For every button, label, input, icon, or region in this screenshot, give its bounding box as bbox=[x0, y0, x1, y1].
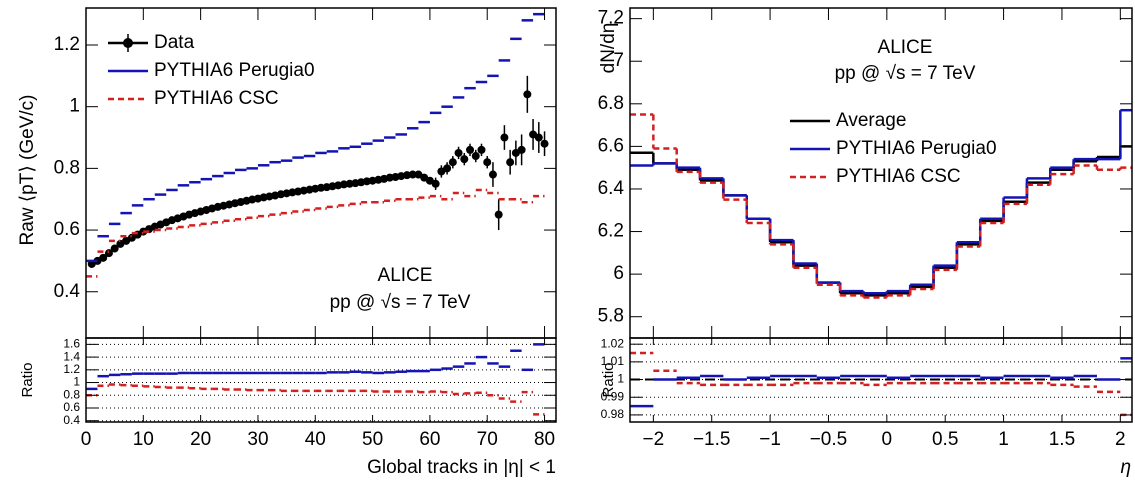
legend-label: PYTHIA6 Perugia0 bbox=[836, 138, 997, 159]
data-point bbox=[448, 158, 457, 167]
y-tick-label: 5.8 bbox=[598, 306, 624, 327]
x-axis-title: η bbox=[1120, 457, 1131, 478]
legend-label: PYTHIA6 CSC bbox=[836, 166, 961, 187]
data-point bbox=[506, 158, 515, 167]
frame bbox=[629, 337, 1133, 423]
x-tick-label: −1 bbox=[759, 429, 781, 450]
data-point bbox=[500, 133, 509, 142]
y-axis-title: Raw ⟨pT⟩ (GeV/c) bbox=[17, 94, 38, 245]
data-point bbox=[454, 148, 463, 157]
y-tick-label: 1 bbox=[73, 375, 80, 389]
x-tick-label: 40 bbox=[305, 429, 326, 450]
data-point bbox=[534, 133, 543, 142]
y-tick-label: 1.02 bbox=[601, 336, 625, 350]
annotation: pp @ √s = 7 TeV bbox=[330, 292, 471, 313]
y-axis-title: dN/dη bbox=[598, 23, 619, 74]
legend-label: PYTHIA6 Perugia0 bbox=[154, 60, 315, 81]
y-tick-label: 7.2 bbox=[598, 8, 624, 29]
data-point bbox=[408, 170, 417, 179]
data-point bbox=[443, 164, 452, 173]
plot-area bbox=[630, 343, 1132, 417]
legend-label: Data bbox=[154, 32, 195, 53]
y-tick-label: 1.6 bbox=[63, 337, 80, 351]
x-tick-label: 2 bbox=[1115, 429, 1126, 450]
y-tick-label: 1 bbox=[69, 96, 80, 117]
plot-area bbox=[86, 12, 549, 278]
x-tick-label: −2 bbox=[643, 429, 665, 450]
y-tick-label: 0.6 bbox=[54, 219, 80, 240]
y-tick-label: 7 bbox=[613, 50, 624, 71]
panel: 0.4 0.6 0.8 1 1.2 Raw ⟨pT⟩ (GeV/c) ALICE pp @ √… bbox=[17, 7, 557, 339]
y-tick-label: 0.6 bbox=[63, 400, 80, 414]
panel: 0.40.60.811.21.41.6 0 10 20 30 40 50 60 70 80 Rati… bbox=[19, 337, 557, 478]
y-tick-label: 6.2 bbox=[598, 221, 624, 242]
annotation: ALICE bbox=[878, 37, 933, 58]
x-tick-label: 0.5 bbox=[932, 429, 958, 450]
data-point bbox=[471, 152, 480, 161]
x-tick-label: 60 bbox=[419, 429, 440, 450]
x-axis-title: Global tracks in |η| < 1 bbox=[367, 457, 556, 478]
data-point bbox=[460, 155, 469, 164]
legend-label: PYTHIA6 CSC bbox=[154, 88, 279, 109]
y-tick-label: 1.01 bbox=[601, 354, 625, 368]
data-point bbox=[517, 145, 526, 154]
x-tick-label: 80 bbox=[534, 429, 555, 450]
y-tick-label: 0.98 bbox=[601, 407, 625, 421]
legend-label: Average bbox=[836, 110, 906, 131]
y-tick-label: 6.8 bbox=[598, 93, 624, 114]
x-tick-label: −0.5 bbox=[810, 429, 848, 450]
x-tick-label: 30 bbox=[247, 429, 268, 450]
x-tick-label: 10 bbox=[133, 429, 154, 450]
y-tick-label: 6 bbox=[613, 263, 624, 284]
frame bbox=[85, 337, 557, 423]
data-point bbox=[477, 145, 486, 154]
frame bbox=[85, 7, 557, 339]
data-point bbox=[523, 90, 532, 99]
data-point bbox=[99, 253, 108, 262]
plot-area bbox=[630, 108, 1132, 299]
annotation: pp @ √s = 7 TeV bbox=[835, 63, 976, 84]
y-tick-label: 0.8 bbox=[63, 387, 80, 401]
x-tick-label: 20 bbox=[190, 429, 211, 450]
y-axis-title: Ratio bbox=[600, 362, 617, 397]
data-point bbox=[466, 145, 475, 154]
x-tick-label: 1 bbox=[998, 429, 1009, 450]
panel: 5.8 6 6.2 6.4 6.6 6.8 7 7.2dN/dη ALICE pp @ √s = … bbox=[598, 7, 1133, 339]
annotation: ALICE bbox=[378, 265, 433, 286]
y-tick-label: 1 bbox=[617, 372, 624, 386]
x-tick-label: −1.5 bbox=[693, 429, 731, 450]
data-point bbox=[488, 170, 497, 179]
x-tick-label: 0 bbox=[882, 429, 893, 450]
panel: 0.98 0.99 1 1.01 1.02 −2 −1.5 −1 −0.5 0 0.5 1 1.5 2 Ra… bbox=[600, 336, 1133, 478]
y-tick-label: 0.99 bbox=[601, 389, 625, 403]
y-tick-label: 0.8 bbox=[54, 157, 80, 178]
y-tick-label: 0.4 bbox=[63, 413, 80, 427]
y-tick-label: 1.2 bbox=[63, 362, 80, 376]
data-point bbox=[104, 249, 113, 258]
y-tick-label: 0.4 bbox=[54, 281, 81, 302]
x-tick-label: 1.5 bbox=[1049, 429, 1075, 450]
data-point bbox=[483, 158, 492, 167]
data-point bbox=[110, 244, 119, 253]
y-tick-label: 6.6 bbox=[598, 135, 624, 156]
x-tick-label: 0 bbox=[81, 429, 92, 450]
y-tick-label: 6.4 bbox=[598, 178, 625, 199]
y-axis-title: Ratio bbox=[19, 362, 36, 397]
x-tick-label: 70 bbox=[477, 429, 498, 450]
data-point bbox=[494, 210, 503, 219]
data-point bbox=[431, 179, 440, 188]
x-tick-label: 50 bbox=[362, 429, 383, 450]
plot-area bbox=[86, 343, 556, 422]
y-tick-label: 1.2 bbox=[54, 34, 80, 55]
data-point bbox=[540, 139, 549, 148]
y-tick-label: 1.4 bbox=[63, 349, 80, 363]
